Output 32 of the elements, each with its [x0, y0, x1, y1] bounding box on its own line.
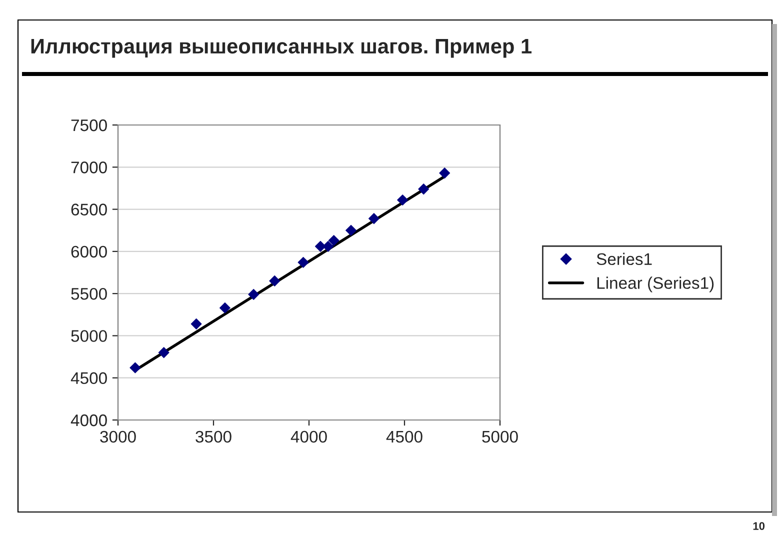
point — [328, 234, 340, 246]
x-tick-label: 3500 — [196, 430, 232, 443]
point — [439, 168, 450, 179]
point — [190, 318, 202, 330]
y-tick-label: 5500 — [71, 288, 107, 300]
point — [219, 302, 230, 314]
point — [418, 184, 430, 195]
x-tick-label: 4500 — [386, 430, 422, 443]
point — [346, 224, 357, 236]
x-tick-label: 5000 — [482, 430, 518, 443]
y-tick-label: 4000 — [70, 414, 107, 426]
legend-label: Linear (Series1) — [597, 276, 714, 292]
text: 10 — [753, 522, 765, 530]
point — [322, 240, 334, 252]
point — [298, 256, 309, 268]
point — [314, 240, 326, 252]
point — [397, 194, 408, 206]
point — [248, 288, 260, 300]
y-tick-label: 6000 — [71, 246, 107, 258]
y-tick-label: 4500 — [70, 372, 107, 384]
y-tick-label: 7500 — [71, 119, 107, 132]
x-tick-label: 3000 — [100, 430, 136, 443]
legend-label: Series1 — [596, 252, 652, 266]
point — [158, 347, 170, 358]
point — [269, 275, 280, 286]
y-tick-label: 7000 — [71, 162, 107, 174]
y-tick-label: 5000 — [71, 330, 107, 342]
chart-title: Иллюстрация вышеописанных шагов. Пример 1 — [31, 39, 532, 58]
point — [368, 213, 380, 224]
y-tick-label: 6500 — [71, 204, 107, 216]
x-tick-label: 4000 — [290, 430, 327, 443]
point — [130, 362, 141, 374]
